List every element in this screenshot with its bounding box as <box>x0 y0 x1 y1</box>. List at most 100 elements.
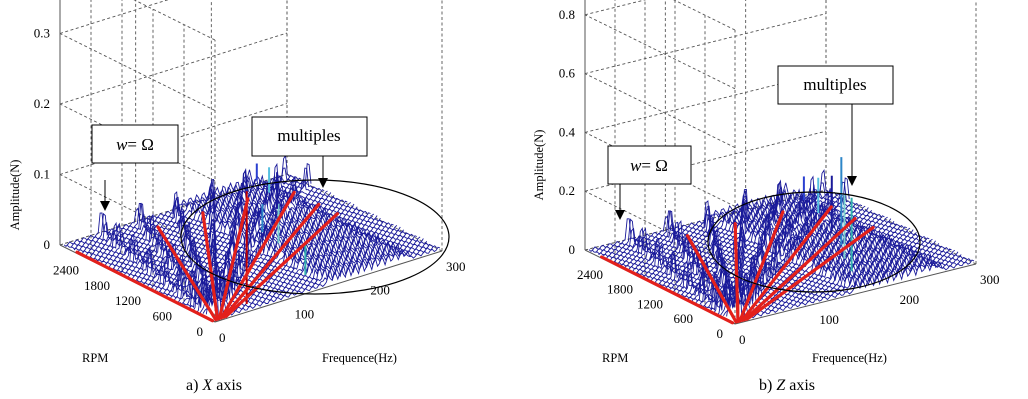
wall-gridline <box>133 0 216 41</box>
spectrum-trace <box>598 186 840 256</box>
z-axis-label: Amplitude(N) <box>8 160 22 231</box>
caption-a: a) X axis <box>186 377 242 394</box>
order-line <box>75 250 215 323</box>
w-omega-box <box>607 145 692 185</box>
spectrum-trace <box>136 209 365 283</box>
x-tick-label: 0 <box>219 330 226 345</box>
x-tick-label: 300 <box>446 259 466 274</box>
spectrum-trace <box>678 233 920 297</box>
order-line <box>217 197 250 321</box>
x-tick-label: 200 <box>370 283 390 298</box>
waterfall-traces <box>63 154 441 321</box>
x-tick-labels: 0 100 200 300 <box>219 259 466 345</box>
order-line <box>156 225 218 322</box>
x-axis-label: Frequence(Hz) <box>812 351 887 365</box>
order-line <box>600 255 735 325</box>
x-tick-label: 100 <box>295 306 315 321</box>
y-tick-label: 1200 <box>115 293 141 308</box>
multiples-box <box>251 116 368 157</box>
multiples-arrowhead <box>318 178 328 188</box>
spectrum-trace <box>130 206 358 280</box>
spectrum-trace <box>608 175 850 262</box>
z-tick-label: 0.3 <box>34 26 50 41</box>
wall-gridline <box>59 103 216 182</box>
x-tick-labels: 0 100 200 300 <box>739 272 1000 347</box>
spectrum-trace <box>665 226 907 289</box>
spectrum-trace <box>729 258 972 320</box>
frequency-axis-line <box>734 263 977 325</box>
order-line <box>219 190 296 320</box>
order-line <box>742 217 857 322</box>
z-tick-label: 0.4 <box>559 124 576 139</box>
caption-b: b) Z axis <box>759 377 815 394</box>
w-omega-label: w= Ω <box>630 156 668 175</box>
spectrum-trace <box>611 181 853 264</box>
wall-gridline <box>59 32 288 105</box>
z-tick-label: 0.1 <box>34 167 50 182</box>
order-line <box>745 225 875 321</box>
z-tick-label: 0.2 <box>34 96 50 111</box>
spectrum-trace <box>163 222 391 296</box>
floor-right-edge <box>286 173 443 252</box>
wall-gridline <box>584 71 827 133</box>
wall-gridline <box>584 14 736 90</box>
spectrum-trace <box>156 219 384 294</box>
spectrum-trace <box>113 197 341 271</box>
y-axis-label: RPM <box>602 351 628 365</box>
x-tick-label: 100 <box>819 312 839 327</box>
multiples-ellipse <box>180 179 450 295</box>
z-tick-label: 0.8 <box>559 7 575 22</box>
z-tick-labels: 00.20.40.60.81 <box>559 7 576 257</box>
spectrum-trace <box>83 162 312 257</box>
spectrum-trace <box>63 154 292 248</box>
z-tick-label: 0.2 <box>559 183 575 198</box>
spectrum-trace <box>703 245 946 309</box>
y-tick-label: 1800 <box>607 282 633 297</box>
y-tick-labels: 0 600 1200 1800 2400 <box>577 267 723 341</box>
z-axis-label: Amplitude(N) <box>532 130 546 201</box>
spectrum-trace <box>700 244 943 308</box>
spectrum-trace <box>117 199 345 273</box>
x-tick-label: 300 <box>980 272 1000 287</box>
w-omega-arrowhead <box>615 210 625 220</box>
x-tick-label: 200 <box>900 292 920 307</box>
wall-gridline <box>584 13 827 75</box>
multiples-label: multiples <box>277 126 340 145</box>
spectrum-trace <box>107 179 335 269</box>
spectrum-trace <box>636 212 879 275</box>
multiples-label: multiples <box>803 75 866 94</box>
z-tick-label: 0 <box>569 242 576 257</box>
order-line <box>201 211 220 321</box>
y-tick-label: 0 <box>717 326 724 341</box>
x-axis-label: Frequence(Hz) <box>322 351 397 365</box>
w-omega-label: w= Ω <box>116 135 154 154</box>
wall-gridline <box>59 0 169 34</box>
waterfall-traces <box>588 157 975 323</box>
w-omega-box <box>91 124 179 164</box>
w-omega-arrowhead <box>100 201 110 211</box>
frequency-axis-line <box>214 250 443 323</box>
wall-gridline <box>673 0 736 31</box>
order-line <box>685 234 738 324</box>
y-tick-label: 2400 <box>577 267 603 282</box>
multiples-box <box>777 65 894 105</box>
order-line <box>740 205 833 322</box>
wall-gridline <box>584 0 647 16</box>
multiples-arrowhead <box>847 176 857 186</box>
y-tick-label: 600 <box>674 311 694 326</box>
order-line <box>733 222 740 324</box>
y-tick-label: 1800 <box>84 278 110 293</box>
y-tick-label: 0 <box>197 324 204 339</box>
spectrum-trace <box>209 245 437 318</box>
order-lines <box>600 205 875 325</box>
spectrum-trace <box>176 229 404 303</box>
y-tick-label: 2400 <box>53 262 79 277</box>
x-tick-label: 0 <box>739 332 746 347</box>
y-tick-label: 1200 <box>637 296 663 311</box>
multiples-ellipse <box>707 191 921 293</box>
y-tick-labels: 0 600 1200 1800 2400 <box>53 262 203 339</box>
z-tick-label: 0 <box>44 237 51 252</box>
